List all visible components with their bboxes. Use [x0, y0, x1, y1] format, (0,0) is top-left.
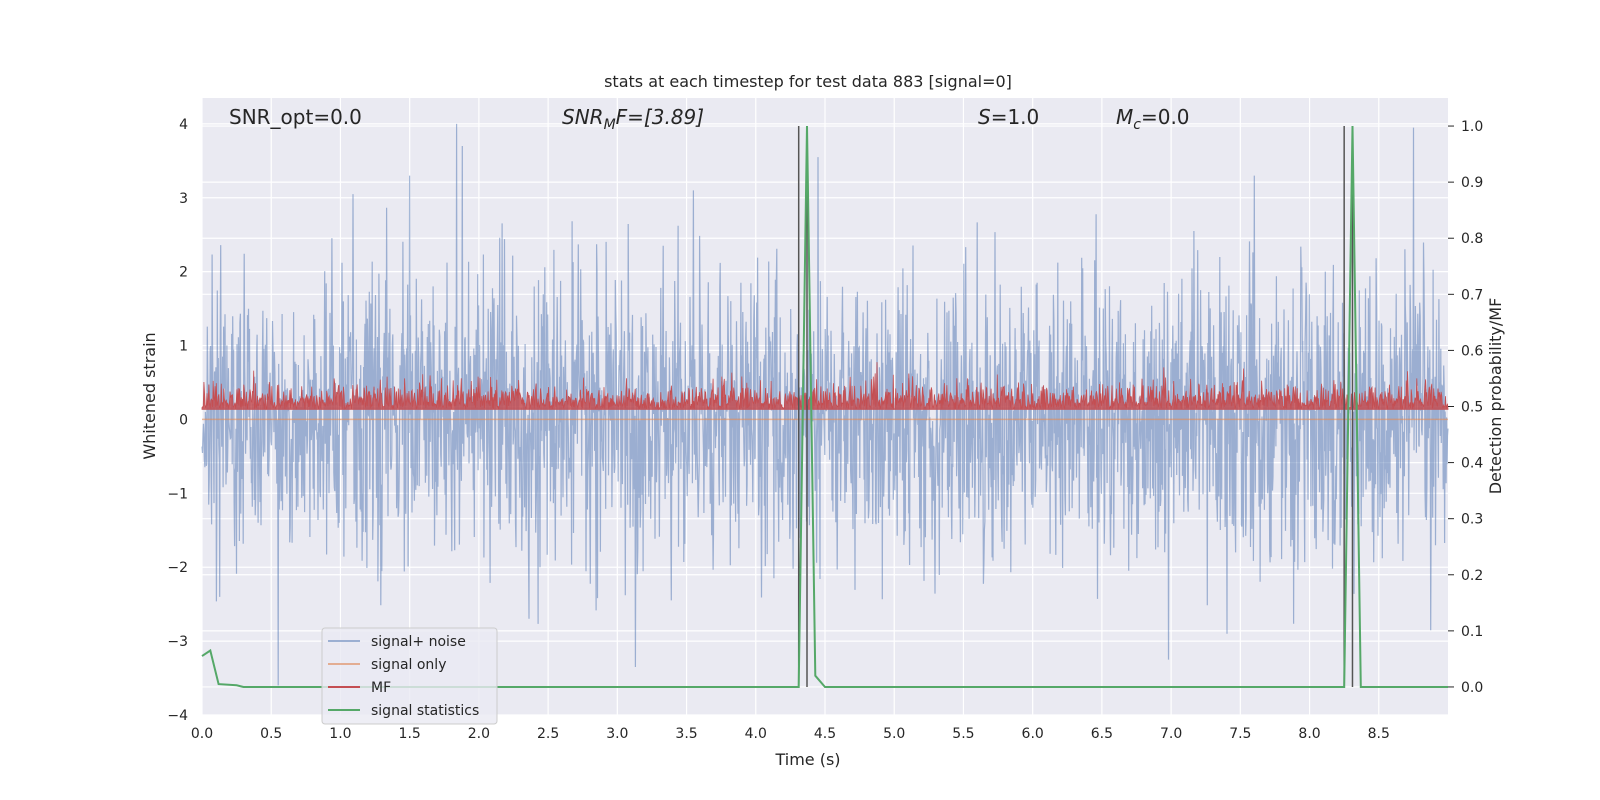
- annotation-mc: Mc=0.0: [1116, 105, 1190, 133]
- y-tick-label: 1: [179, 339, 188, 355]
- x-tick-label: 5.5: [952, 726, 974, 742]
- y-tick-label: 0: [179, 412, 188, 428]
- legend-label-signal-only: signal only: [371, 657, 446, 673]
- y-tick-label: −3: [167, 634, 188, 650]
- vertical-markers: [797, 126, 1354, 687]
- x-tick-label: 1.5: [399, 726, 421, 742]
- x-tick-label: 4.5: [814, 726, 836, 742]
- x-axis-ticks: 0.0 0.5 1.0 1.5 2.0 2.5 3.0 3.5 4.0 4.5 5.0 5.5 6.0 6…: [191, 726, 1390, 742]
- x-tick-label: 8.0: [1298, 726, 1320, 742]
- y-tick-label: −2: [167, 560, 188, 576]
- legend-label-noise: signal+ noise: [371, 634, 466, 650]
- x-tick-label: 8.5: [1368, 726, 1390, 742]
- legend-box: [321, 627, 498, 725]
- annotation-snr-mf: SNRMF=[3.89]: [562, 105, 704, 133]
- y2-tick-label: 0.6: [1461, 343, 1483, 359]
- legend-label-stats: signal statistics: [371, 703, 479, 719]
- x-tick-label: 0.0: [191, 726, 213, 742]
- series-signal-statistics: [201, 125, 1448, 688]
- annotation-s-sym: S: [978, 105, 991, 129]
- annotation-mc-sub: c: [1133, 117, 1141, 133]
- y-tick-label: 3: [179, 191, 188, 207]
- x-tick-label: 1.0: [329, 726, 351, 742]
- y2-tick-label: 0.3: [1461, 512, 1483, 528]
- y2-tick-label: 0.4: [1461, 456, 1483, 472]
- y-tick-label: −4: [167, 708, 188, 724]
- legend: signal+ noise signal only MF signal stat…: [321, 627, 498, 725]
- y2-tick-label: 1.0: [1461, 119, 1483, 135]
- y2-axis-ticks: 0.0 0.1 0.2 0.3 0.4 0.5 0.6 0.7 0.8 0.9 1.0: [1448, 119, 1483, 696]
- stats-line: [201, 125, 1448, 688]
- x-tick-label: 4.0: [745, 726, 767, 742]
- y2-tick-label: 0.7: [1461, 287, 1483, 303]
- x-tick-label: 0.5: [260, 726, 282, 742]
- x-tick-label: 3.0: [606, 726, 628, 742]
- x-tick-label: 2.5: [537, 726, 559, 742]
- annotation-mc-sym: M: [1116, 105, 1133, 129]
- mf-line: [201, 362, 1449, 411]
- x-tick-label: 3.5: [675, 726, 697, 742]
- y2-tick-label: 0.8: [1461, 231, 1483, 247]
- x-axis-label: Time (s): [774, 750, 840, 769]
- annotation-s: S=1.0: [978, 105, 1039, 129]
- y2-tick-label: 0.9: [1461, 175, 1483, 191]
- x-tick-label: 7.5: [1229, 726, 1251, 742]
- x-tick-label: 5.0: [883, 726, 905, 742]
- annotation-snr-mf-sub: M: [604, 117, 616, 133]
- y-tick-label: −1: [167, 486, 188, 502]
- y2-axis-label: Detection probability/MF: [1486, 298, 1505, 495]
- legend-label-mf: MF: [371, 680, 391, 696]
- x-tick-label: 7.0: [1160, 726, 1182, 742]
- annotation-snr-opt: SNR_opt=0.0: [229, 105, 362, 129]
- y2-tick-label: 0.0: [1461, 680, 1483, 696]
- chart-title: stats at each timestep for test data 883…: [604, 72, 1012, 91]
- x-tick-label: 6.5: [1091, 726, 1113, 742]
- annotation-snr-mf-rest: F=[3.89]: [616, 105, 704, 129]
- annotation-mc-value: =0.0: [1141, 105, 1190, 129]
- x-tick-label: 6.0: [1022, 726, 1044, 742]
- y-axis-ticks: −4 −3 −2 −1 0 1 2 3 4: [167, 117, 188, 724]
- y-axis-label: Whitened strain: [140, 332, 159, 459]
- y2-tick-label: 0.5: [1461, 400, 1483, 416]
- y-tick-label: 2: [179, 265, 188, 281]
- series-mf: [201, 362, 1449, 411]
- annotation-snr-mf-base: SNR: [562, 105, 604, 129]
- y2-tick-label: 0.2: [1461, 568, 1483, 584]
- x-tick-label: 2.0: [468, 726, 490, 742]
- y2-tick-label: 0.1: [1461, 624, 1483, 640]
- y-tick-label: 4: [179, 117, 188, 133]
- annotation-s-value: =1.0: [991, 105, 1040, 129]
